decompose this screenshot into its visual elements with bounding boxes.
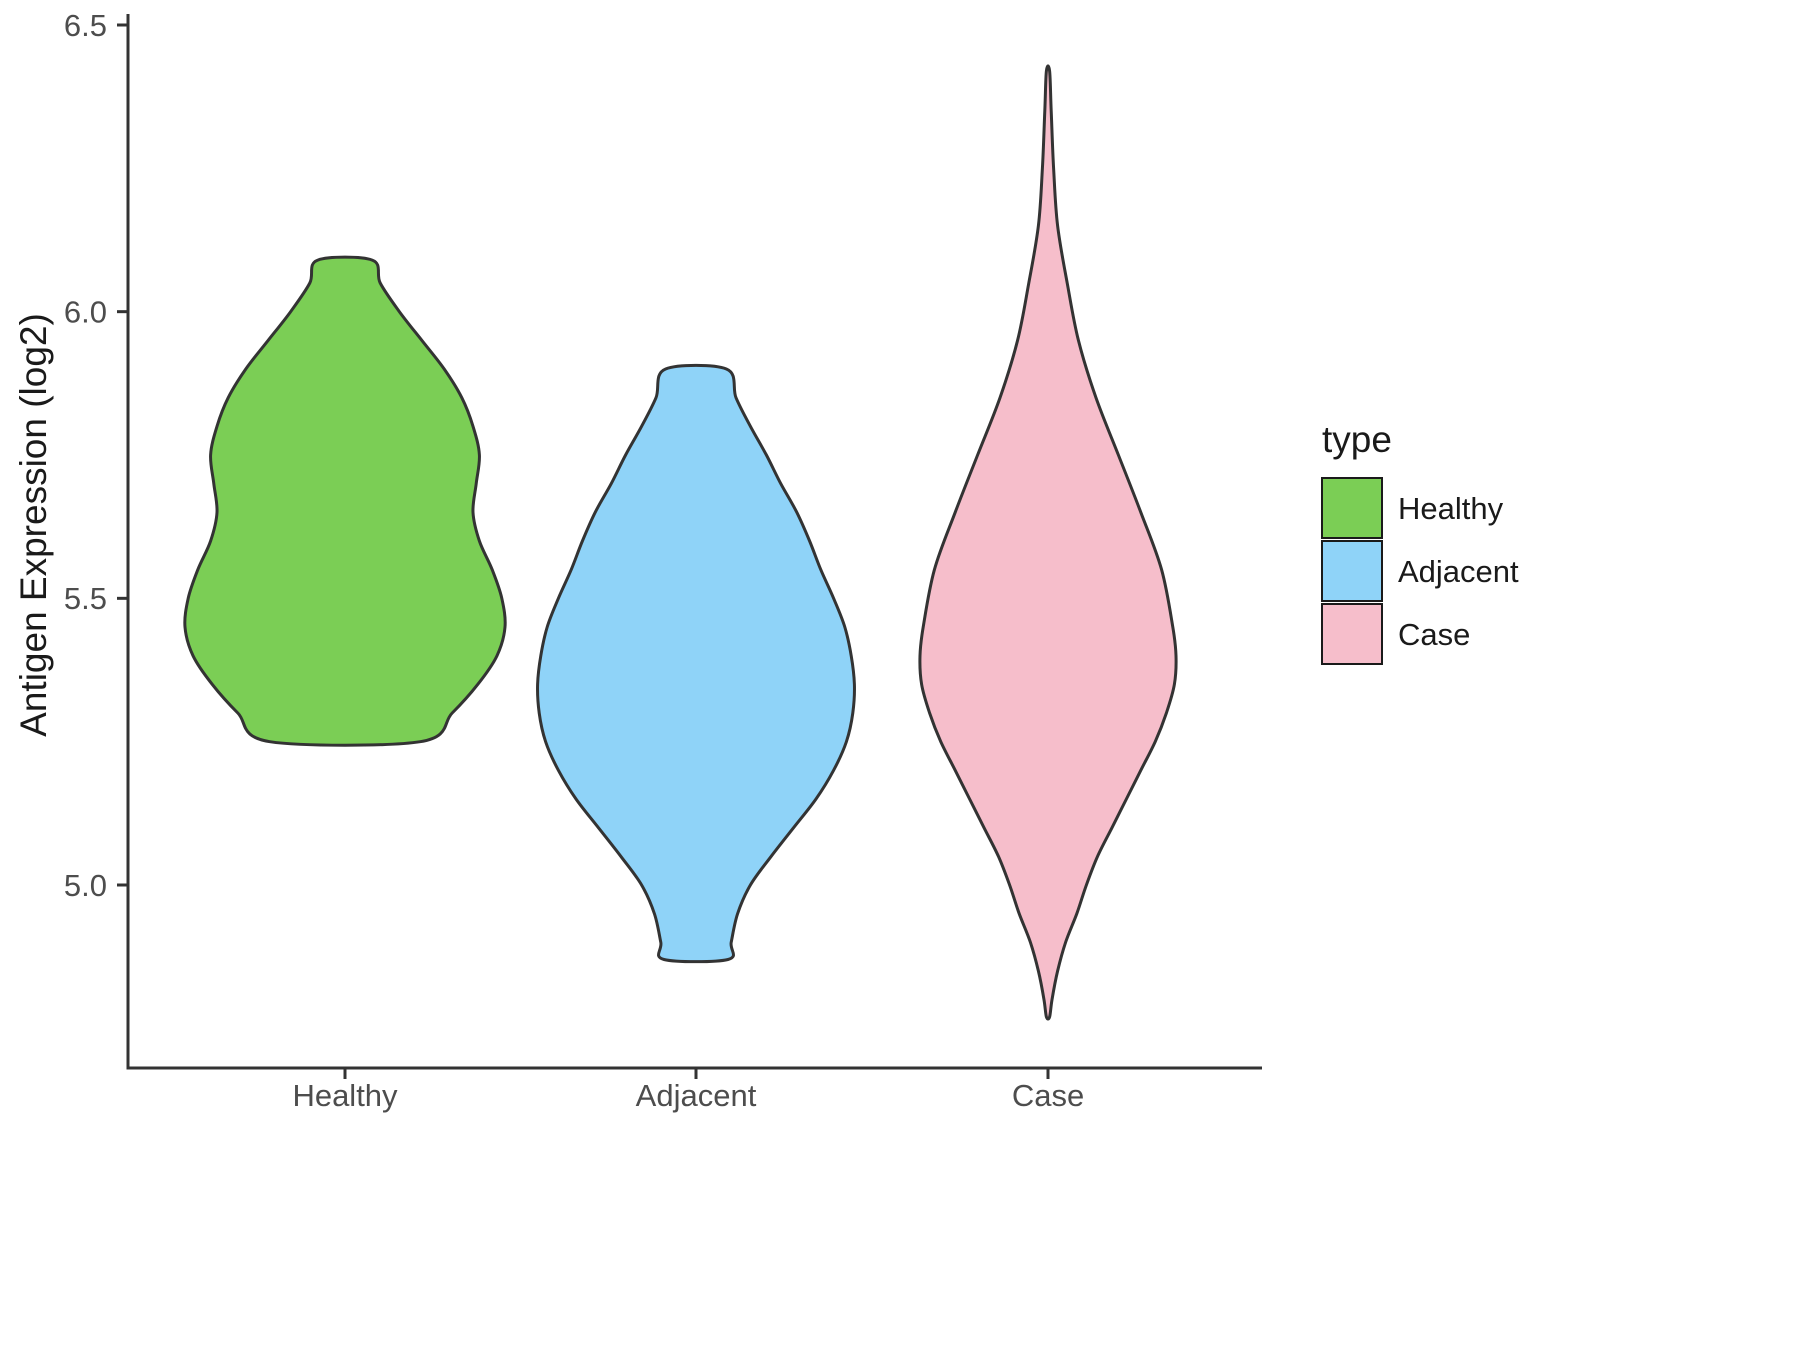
legend-swatch-adjacent — [1321, 540, 1383, 602]
violin-adjacent — [536, 363, 856, 964]
y-tick-label: 6.5 — [64, 8, 107, 43]
legend: type Healthy Adjacent Case — [1321, 419, 1519, 665]
violin-case — [918, 64, 1178, 1021]
legend-swatch-healthy — [1321, 477, 1383, 539]
x-tick-label-adjacent: Adjacent — [636, 1078, 757, 1113]
x-tick-label-case: Case — [1012, 1078, 1084, 1113]
legend-label-case: Case — [1398, 617, 1470, 652]
legend-label-healthy: Healthy — [1398, 491, 1504, 526]
x-tick-label-healthy: Healthy — [292, 1078, 398, 1113]
legend-entry-healthy: Healthy — [1321, 477, 1504, 539]
legend-title: type — [1322, 419, 1392, 460]
axes — [126, 14, 1262, 1070]
y-axis-title: Antigen Expression (log2) — [13, 313, 54, 737]
violin-healthy — [183, 255, 507, 747]
y-axis-ticks: 6.5 6.0 5.5 5.0 — [64, 8, 128, 903]
y-tick-label: 5.5 — [64, 581, 107, 616]
legend-entry-case: Case — [1321, 603, 1470, 665]
legend-swatch-case — [1321, 603, 1383, 665]
legend-label-adjacent: Adjacent — [1398, 554, 1519, 589]
violin-shapes — [183, 64, 1178, 1021]
x-axis-ticks: Healthy Adjacent Case — [292, 1068, 1084, 1113]
legend-entry-adjacent: Adjacent — [1321, 540, 1519, 602]
y-tick-label: 5.0 — [64, 868, 107, 903]
y-tick-label: 6.0 — [64, 295, 107, 330]
